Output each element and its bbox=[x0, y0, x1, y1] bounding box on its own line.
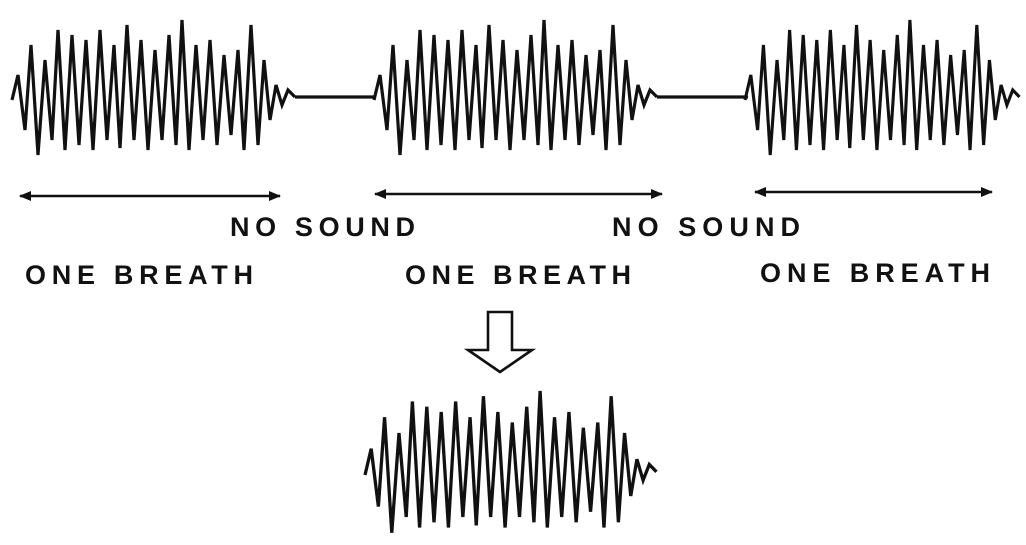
breath-label: ONE BREATH bbox=[760, 258, 990, 288]
gap-label: NO SOUND bbox=[612, 212, 800, 242]
breath-wave bbox=[372, 18, 659, 157]
down-arrow bbox=[463, 310, 537, 374]
combined-wave bbox=[363, 389, 659, 535]
breath-arrows bbox=[19, 187, 993, 201]
breath-wave bbox=[10, 18, 297, 157]
breath-wave bbox=[743, 18, 1022, 157]
breath-label: ONE BREATH bbox=[405, 260, 631, 290]
breath-label: ONE BREATH bbox=[25, 260, 253, 290]
gap-label: NO SOUND bbox=[230, 212, 415, 242]
input-waveform bbox=[10, 18, 1022, 157]
